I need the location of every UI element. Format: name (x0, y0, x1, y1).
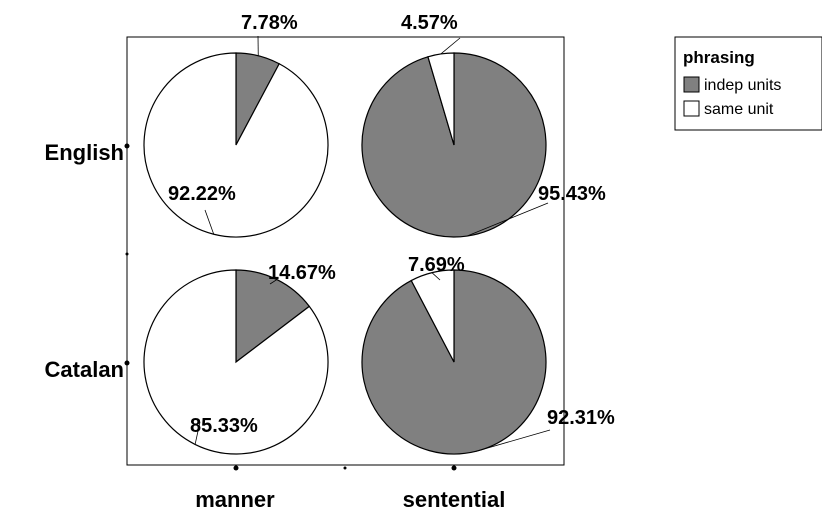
slice-english-manner-same-unit (143, 52, 329, 238)
col-label-sentential: sentential (403, 487, 506, 510)
col-tick-sentential (451, 465, 457, 471)
col-tick-manner (233, 465, 239, 471)
row-label-english: English (45, 140, 124, 165)
row-label-catalan: Catalan (45, 357, 124, 382)
pie-english-sentential (361, 52, 547, 238)
leader-line-catalan-manner-same-unit (194, 421, 201, 445)
slice-label-catalan-sentential-same-unit: 7.69% (408, 254, 465, 276)
legend-title: phrasing (683, 48, 755, 67)
legend: phrasing indep units same unit (674, 36, 822, 131)
slice-label-catalan-sentential-indep-units: 92.31% (547, 407, 615, 429)
slice-label-english-sentential-indep-units: 95.43% (538, 183, 606, 205)
slice-label-english-manner-indep-units: 7.78% (241, 12, 298, 34)
slice-label-english-manner-same-unit: 92.22% (168, 183, 236, 205)
leader-line-catalan-sentential-same-unit (431, 272, 441, 281)
slice-label-catalan-manner-indep-units: 14.67% (268, 262, 336, 284)
leader-line-english-manner-same-unit (204, 209, 215, 235)
frame-tick-bottom (343, 466, 347, 470)
legend-swatch-indep-units (683, 76, 700, 93)
slice-label-english-sentential-same-unit: 4.57% (401, 12, 458, 34)
frame-tick-left (125, 252, 129, 256)
leader-line-english-sentential-same-unit (440, 37, 461, 55)
row-tick-catalan (124, 360, 130, 366)
pies-layer (143, 52, 547, 455)
row-tick-english (124, 143, 130, 149)
pie-catalan-sentential (361, 269, 547, 455)
slice-english-sentential-same-unit (427, 52, 455, 146)
labels-layer: English Catalan manner sentential 7.78% 92.22… (45, 12, 616, 510)
col-label-manner: manner (195, 487, 275, 510)
leader-line-catalan-manner-indep-units (269, 279, 278, 285)
plot-frame (126, 36, 565, 466)
legend-label-same-unit: same unit (704, 101, 774, 118)
legend-swatch-same-unit (683, 100, 700, 117)
slice-catalan-sentential-same-unit (410, 269, 455, 363)
legend-label-indep-units: indep units (704, 77, 781, 94)
slice-label-catalan-manner-same-unit: 85.33% (190, 415, 258, 437)
slice-catalan-manner-same-unit (143, 269, 329, 455)
leader-line-english-sentential-indep-units (467, 202, 549, 237)
pie-english-manner (143, 52, 329, 238)
pie-catalan-manner (143, 269, 329, 455)
leader-line-catalan-sentential-indep-units (475, 429, 551, 452)
